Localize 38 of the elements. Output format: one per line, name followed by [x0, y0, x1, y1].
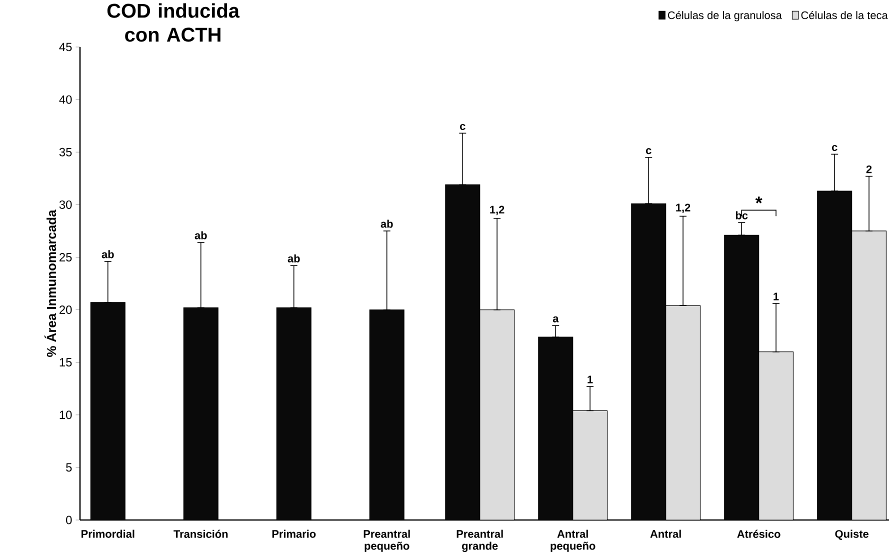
annotation: 1	[588, 376, 593, 384]
y-tick-label: 25	[60, 252, 72, 262]
annotation: c	[460, 124, 466, 130]
x-tick-label: Antral pequeño	[550, 530, 596, 552]
annotation: ab	[288, 254, 300, 262]
y-tick-label: 35	[59, 148, 72, 156]
annotation: ab	[102, 250, 114, 258]
y-tick-label: 40	[59, 95, 72, 104]
x-tick-label: Transición	[174, 530, 228, 538]
x-tick-label: Preantral pequeño	[364, 530, 410, 552]
x-tick-label: Atrésico	[737, 530, 780, 538]
y-tick-label: 45	[59, 42, 72, 52]
x-tick-label: Primario	[272, 530, 316, 538]
y-tick-label: 15	[60, 358, 72, 366]
annotation: 1,2	[490, 206, 504, 216]
annotation: *	[755, 196, 762, 204]
legend-label: Células de la granulosa	[668, 10, 782, 22]
legend-label: Células de la teca	[801, 10, 888, 20]
y-tick-label: 10	[60, 410, 72, 420]
x-tick-label: Preantral grande	[456, 530, 503, 552]
y-axis-title: % Área Inmunomarcada	[44, 210, 56, 357]
chart-title: COD inducida con ACTH	[107, 3, 240, 42]
y-tick-label: 20	[60, 306, 72, 314]
annotation: 2	[866, 165, 872, 174]
y-tick-label: 5	[66, 463, 72, 472]
annotation: ab	[194, 231, 207, 240]
annotation: c	[646, 148, 652, 154]
annotation: bc	[736, 211, 748, 220]
annotation: 1,2	[676, 204, 690, 214]
x-tick-label: Primordial	[82, 530, 134, 538]
y-tick-label: 30	[59, 200, 72, 209]
annotation: 1	[774, 292, 779, 300]
x-tick-label: Antral	[650, 530, 681, 538]
annotation: c	[832, 145, 838, 152]
annotation: a	[552, 316, 559, 322]
x-tick-label: Quiste	[835, 530, 868, 540]
annotation: ab	[380, 220, 393, 228]
y-tick-label: 0	[66, 516, 72, 524]
